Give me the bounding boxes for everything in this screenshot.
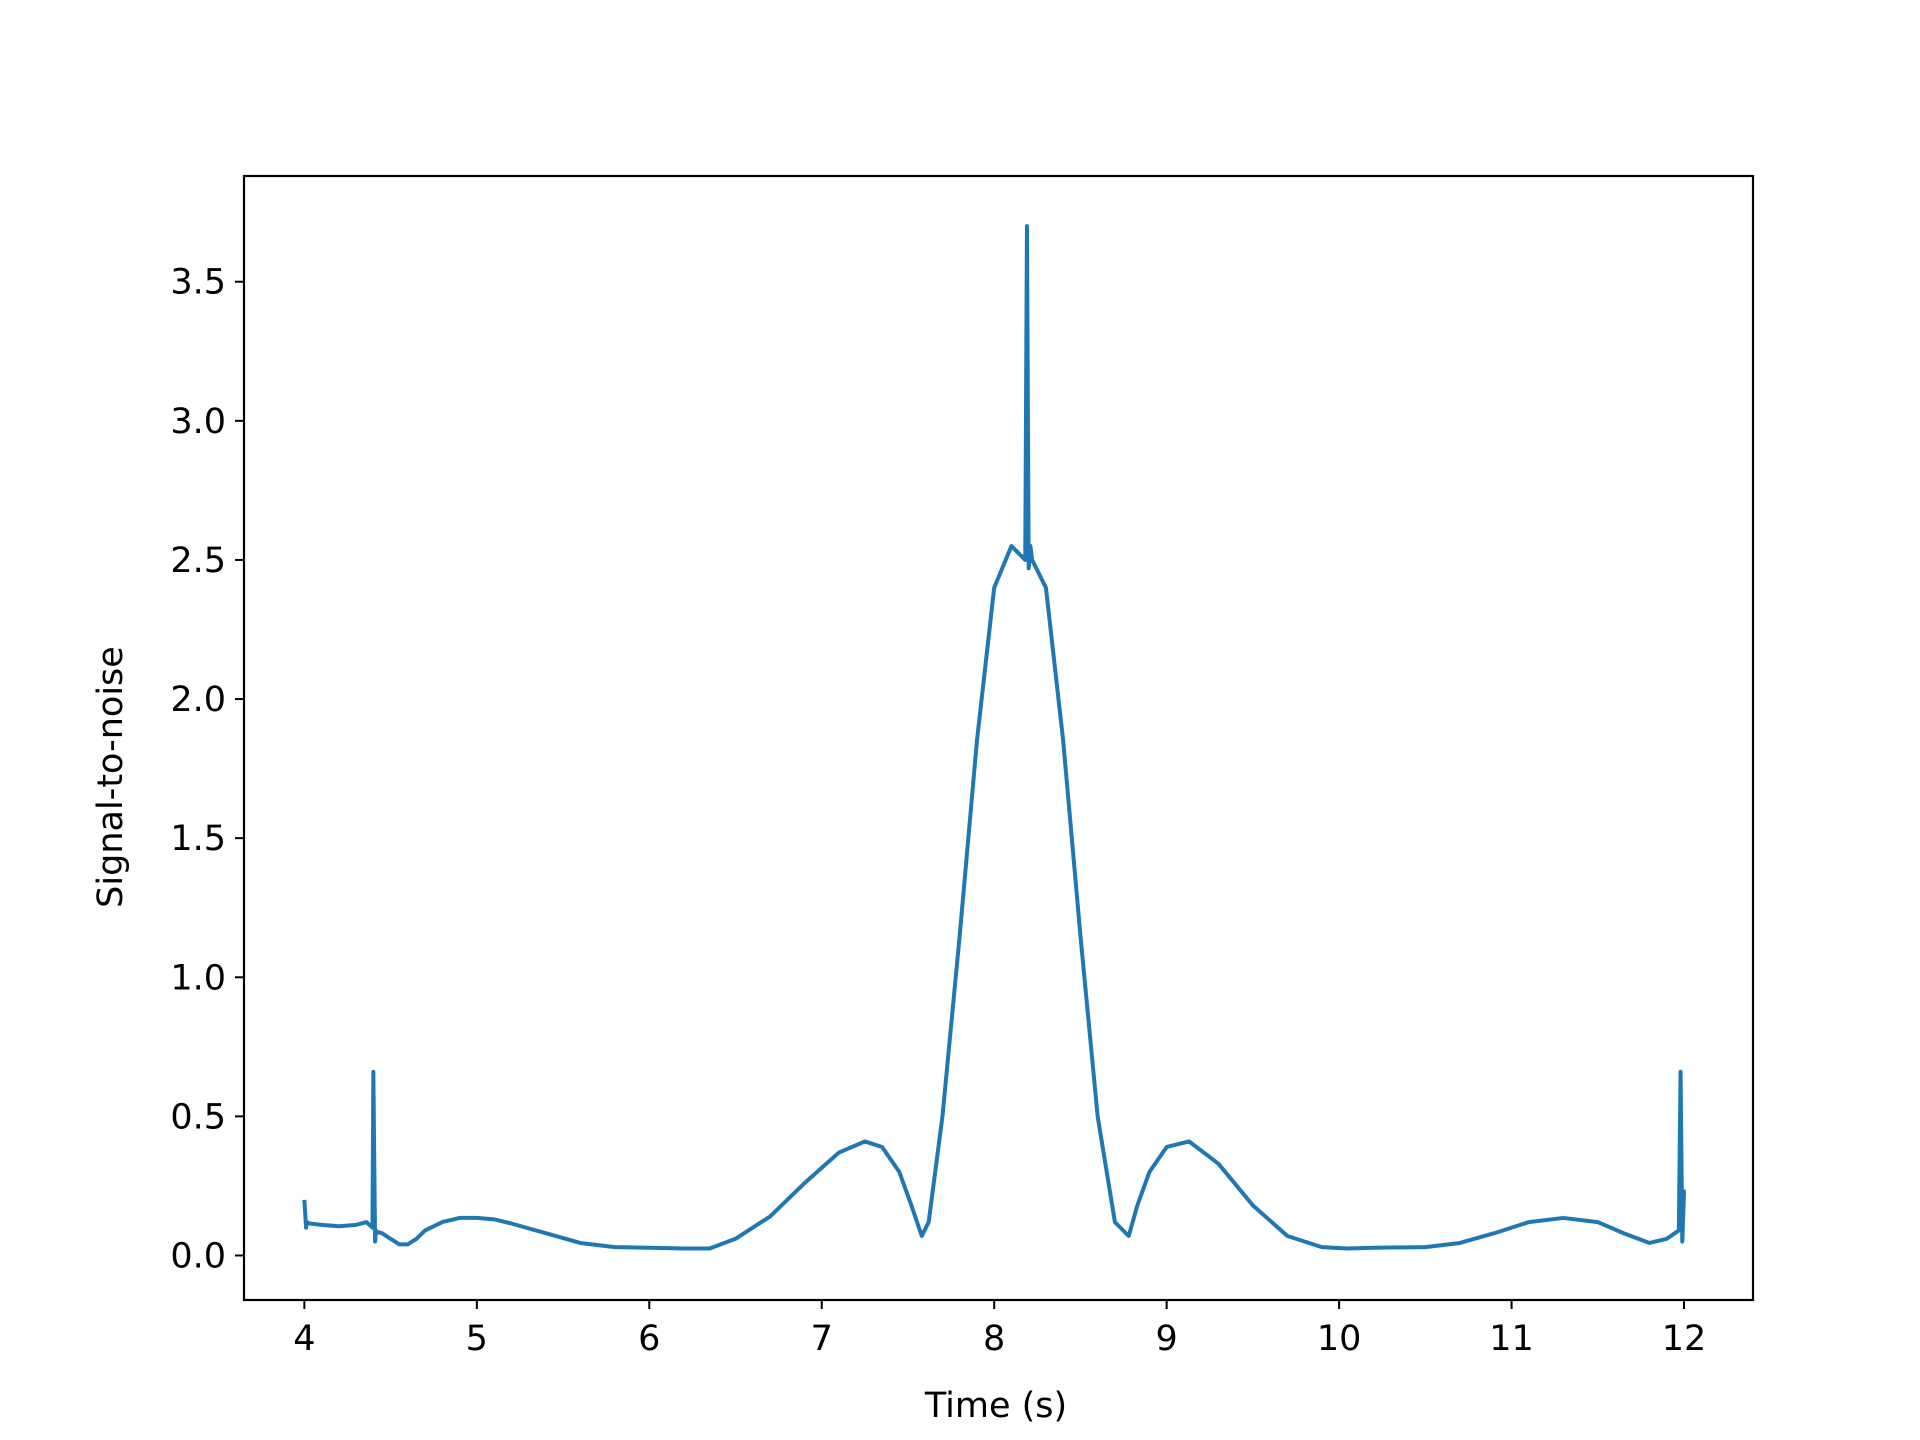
- y-axis-label: Signal-to-noise: [91, 646, 131, 908]
- y-tick-label: 1.5: [170, 819, 226, 859]
- y-tick-label: 2.0: [170, 680, 226, 720]
- x-tick-label: 10: [1317, 1319, 1362, 1359]
- y-tick-label: 1.0: [170, 958, 226, 998]
- series-line-0: [302, 224, 1687, 1251]
- y-tick-label: 3.0: [170, 402, 226, 442]
- series-layer: [302, 224, 1687, 1251]
- x-axis-label: Time (s): [924, 1386, 1067, 1426]
- y-tick-label: 0.5: [170, 1097, 226, 1137]
- axes-layer: 4 5 6 7 8 9 10 11 12 0.0 0.5 1.0 1.5 2.0 2.5 3.0 3.5: [170, 174, 1755, 1359]
- x-tick-label: 12: [1662, 1319, 1707, 1359]
- x-tick-label: 6: [638, 1319, 660, 1359]
- x-tick-label: 9: [1156, 1319, 1178, 1359]
- x-tick-label: 11: [1489, 1319, 1534, 1359]
- y-tick-label: 0.0: [170, 1236, 226, 1276]
- x-tick-label: 7: [811, 1319, 833, 1359]
- x-tick-label: 8: [983, 1319, 1005, 1359]
- y-tick-label: 3.5: [170, 263, 226, 303]
- y-tick-label: 2.5: [170, 541, 226, 581]
- x-tick-label: 5: [466, 1319, 488, 1359]
- plot-frame: [242, 174, 1755, 1302]
- x-tick-label: 4: [293, 1319, 315, 1359]
